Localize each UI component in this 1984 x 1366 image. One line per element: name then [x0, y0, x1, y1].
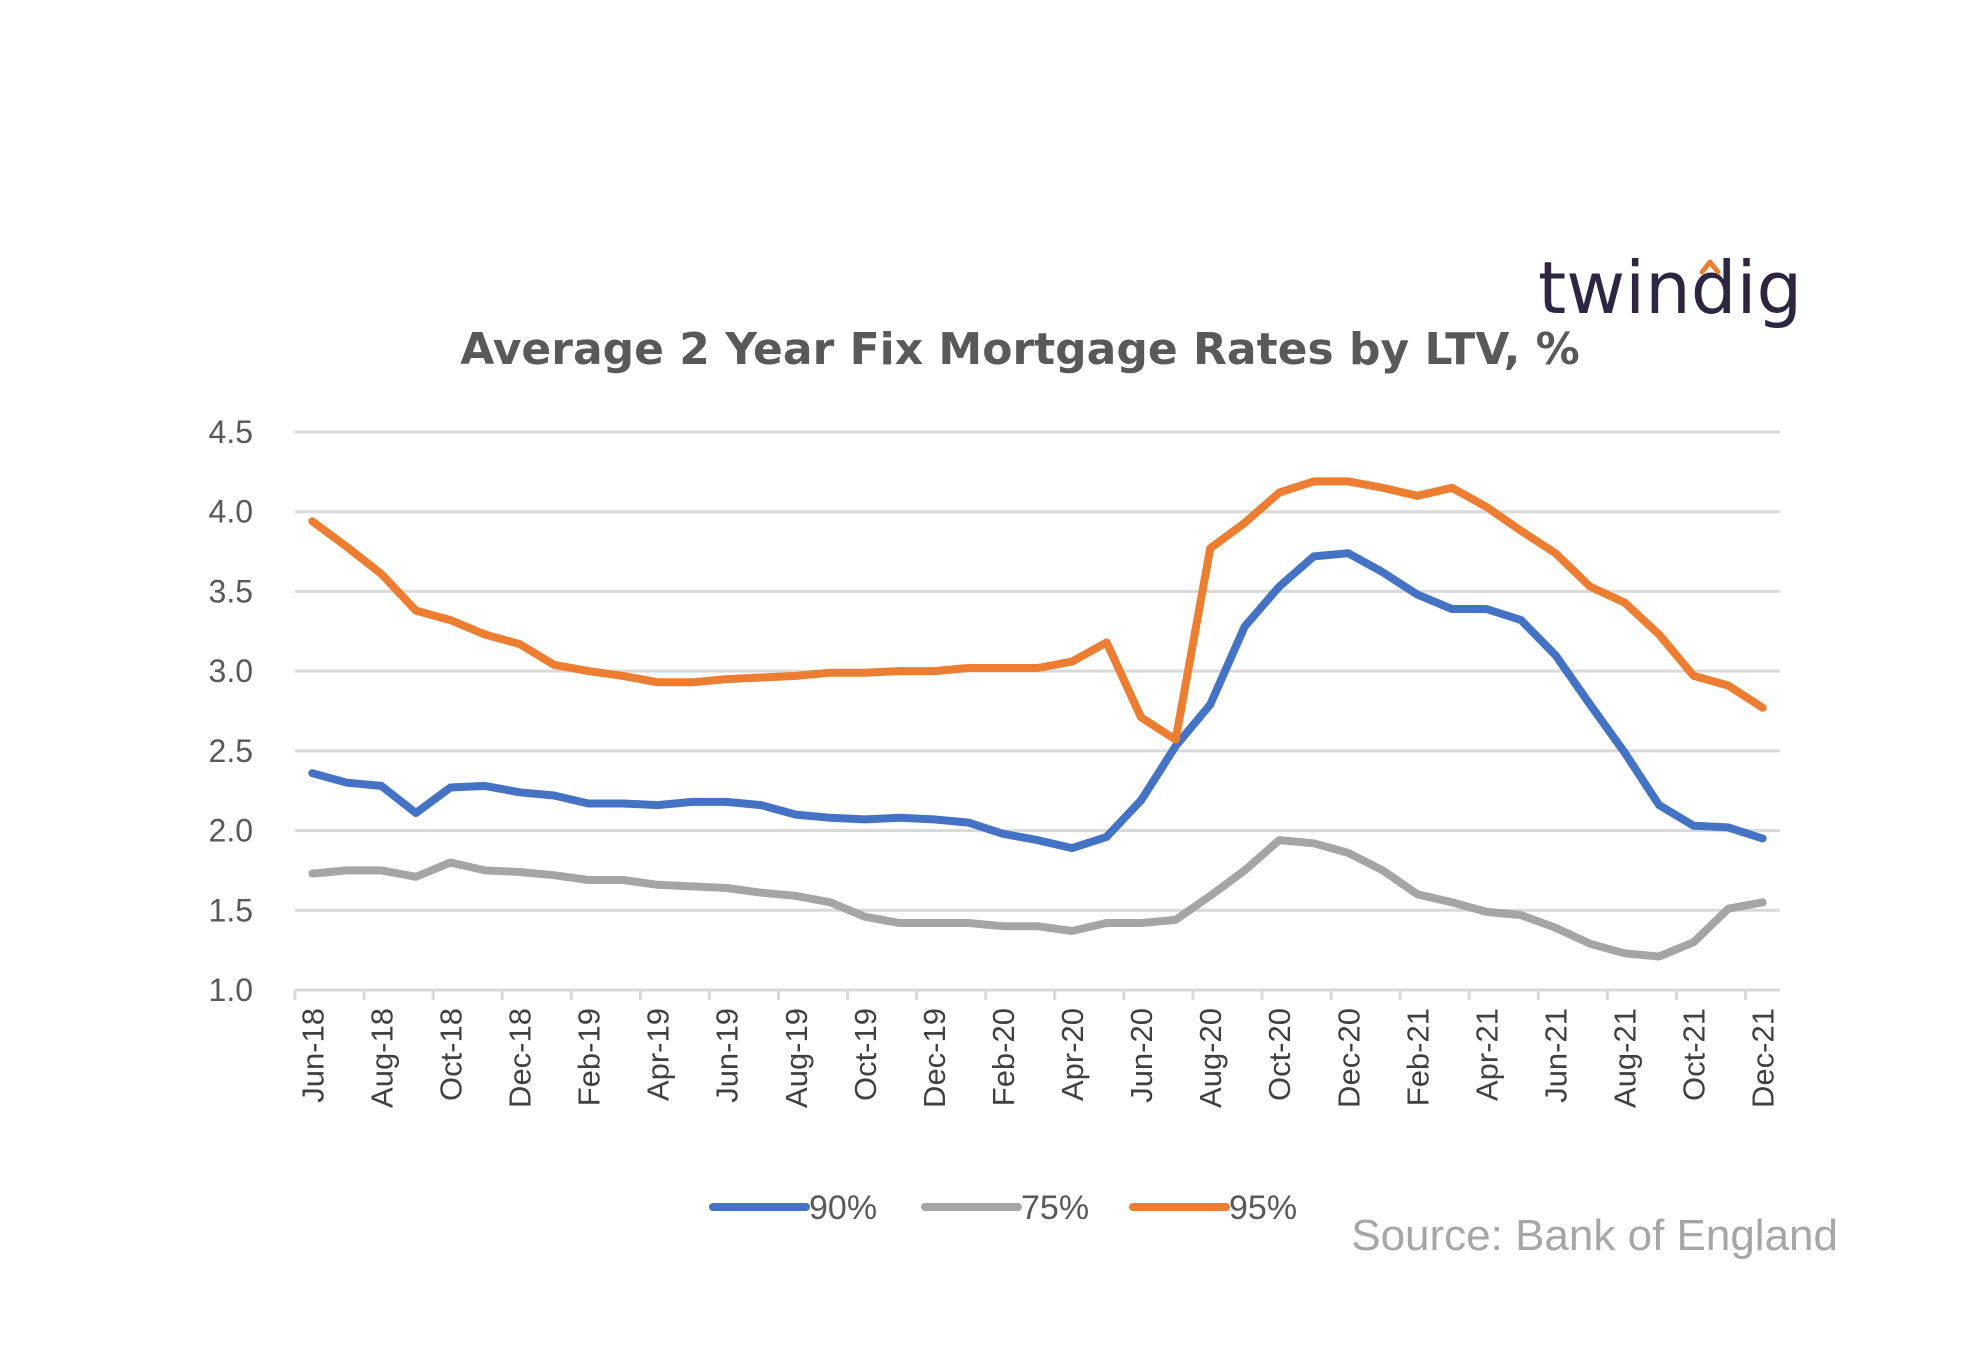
x-tick-label: Dec-21: [1746, 1008, 1781, 1108]
y-tick-label: 3.0: [209, 653, 253, 689]
chart-title: Average 2 Year Fix Mortgage Rates by LTV…: [460, 324, 1580, 375]
x-tick-label: Dec-18: [502, 1008, 537, 1108]
y-tick-label: 2.5: [209, 733, 253, 769]
x-axis: Jun-18 Aug-18 Oct-18 Dec-18 Feb-19 Apr-19 Jun-…: [293, 988, 1781, 1108]
x-tick-label: Dec-20: [1331, 1008, 1366, 1108]
x-tick-label: Oct-21: [1677, 1008, 1712, 1101]
y-tick-label: 3.5: [209, 573, 253, 609]
x-tick-label: Oct-20: [1262, 1008, 1297, 1101]
x-tick-label: Aug-18: [364, 1008, 399, 1108]
x-tick-label: Apr-19: [641, 1008, 676, 1101]
series-line-90pct: [308, 549, 1767, 853]
x-tick-label: Oct-19: [848, 1008, 883, 1101]
y-tick-label: 2.0: [209, 813, 253, 849]
x-tick-label: Apr-21: [1469, 1008, 1504, 1101]
logo-roof-accent: [1699, 259, 1721, 275]
x-tick-label: Dec-19: [917, 1008, 952, 1108]
x-tick-label: Apr-20: [1055, 1008, 1090, 1101]
y-tick-label: 1.5: [209, 892, 253, 928]
x-tick-label: Jun-20: [1124, 1008, 1159, 1103]
x-tick-label: Aug-20: [1193, 1008, 1228, 1108]
source-note: Source: Bank of England: [1351, 1211, 1838, 1260]
x-tick-label: Jun-21: [1539, 1008, 1574, 1103]
y-axis: 1.0 1.5 2.0 2.5 3.0 3.5 4.0 4.5: [209, 414, 253, 1008]
x-tick-label: Jun-18: [295, 1008, 330, 1103]
x-tick-label: Oct-18: [433, 1008, 468, 1101]
twindig-logo: twindig: [1538, 246, 1802, 330]
x-tick-label: Feb-21: [1400, 1008, 1435, 1106]
series-line-75pct: [308, 836, 1767, 961]
x-tick-label: Feb-20: [986, 1008, 1021, 1106]
legend-label: 90%: [809, 1189, 877, 1227]
legend-label: 95%: [1229, 1189, 1297, 1227]
y-tick-label: 1.0: [209, 972, 253, 1008]
y-tick-label: 4.0: [209, 494, 253, 530]
logo-text: twindig: [1538, 246, 1802, 330]
x-tick-label: Aug-19: [779, 1008, 814, 1108]
legend: 90% 75% 95%: [709, 1189, 1297, 1227]
series-lines: [308, 477, 1767, 961]
x-tick-label: Feb-19: [572, 1008, 607, 1106]
legend-label: 75%: [1021, 1189, 1089, 1227]
x-tick-label: Aug-21: [1608, 1008, 1643, 1108]
x-tick-label: Jun-19: [710, 1008, 745, 1103]
y-tick-label: 4.5: [209, 414, 253, 450]
series-line-95pct: [308, 477, 1767, 744]
